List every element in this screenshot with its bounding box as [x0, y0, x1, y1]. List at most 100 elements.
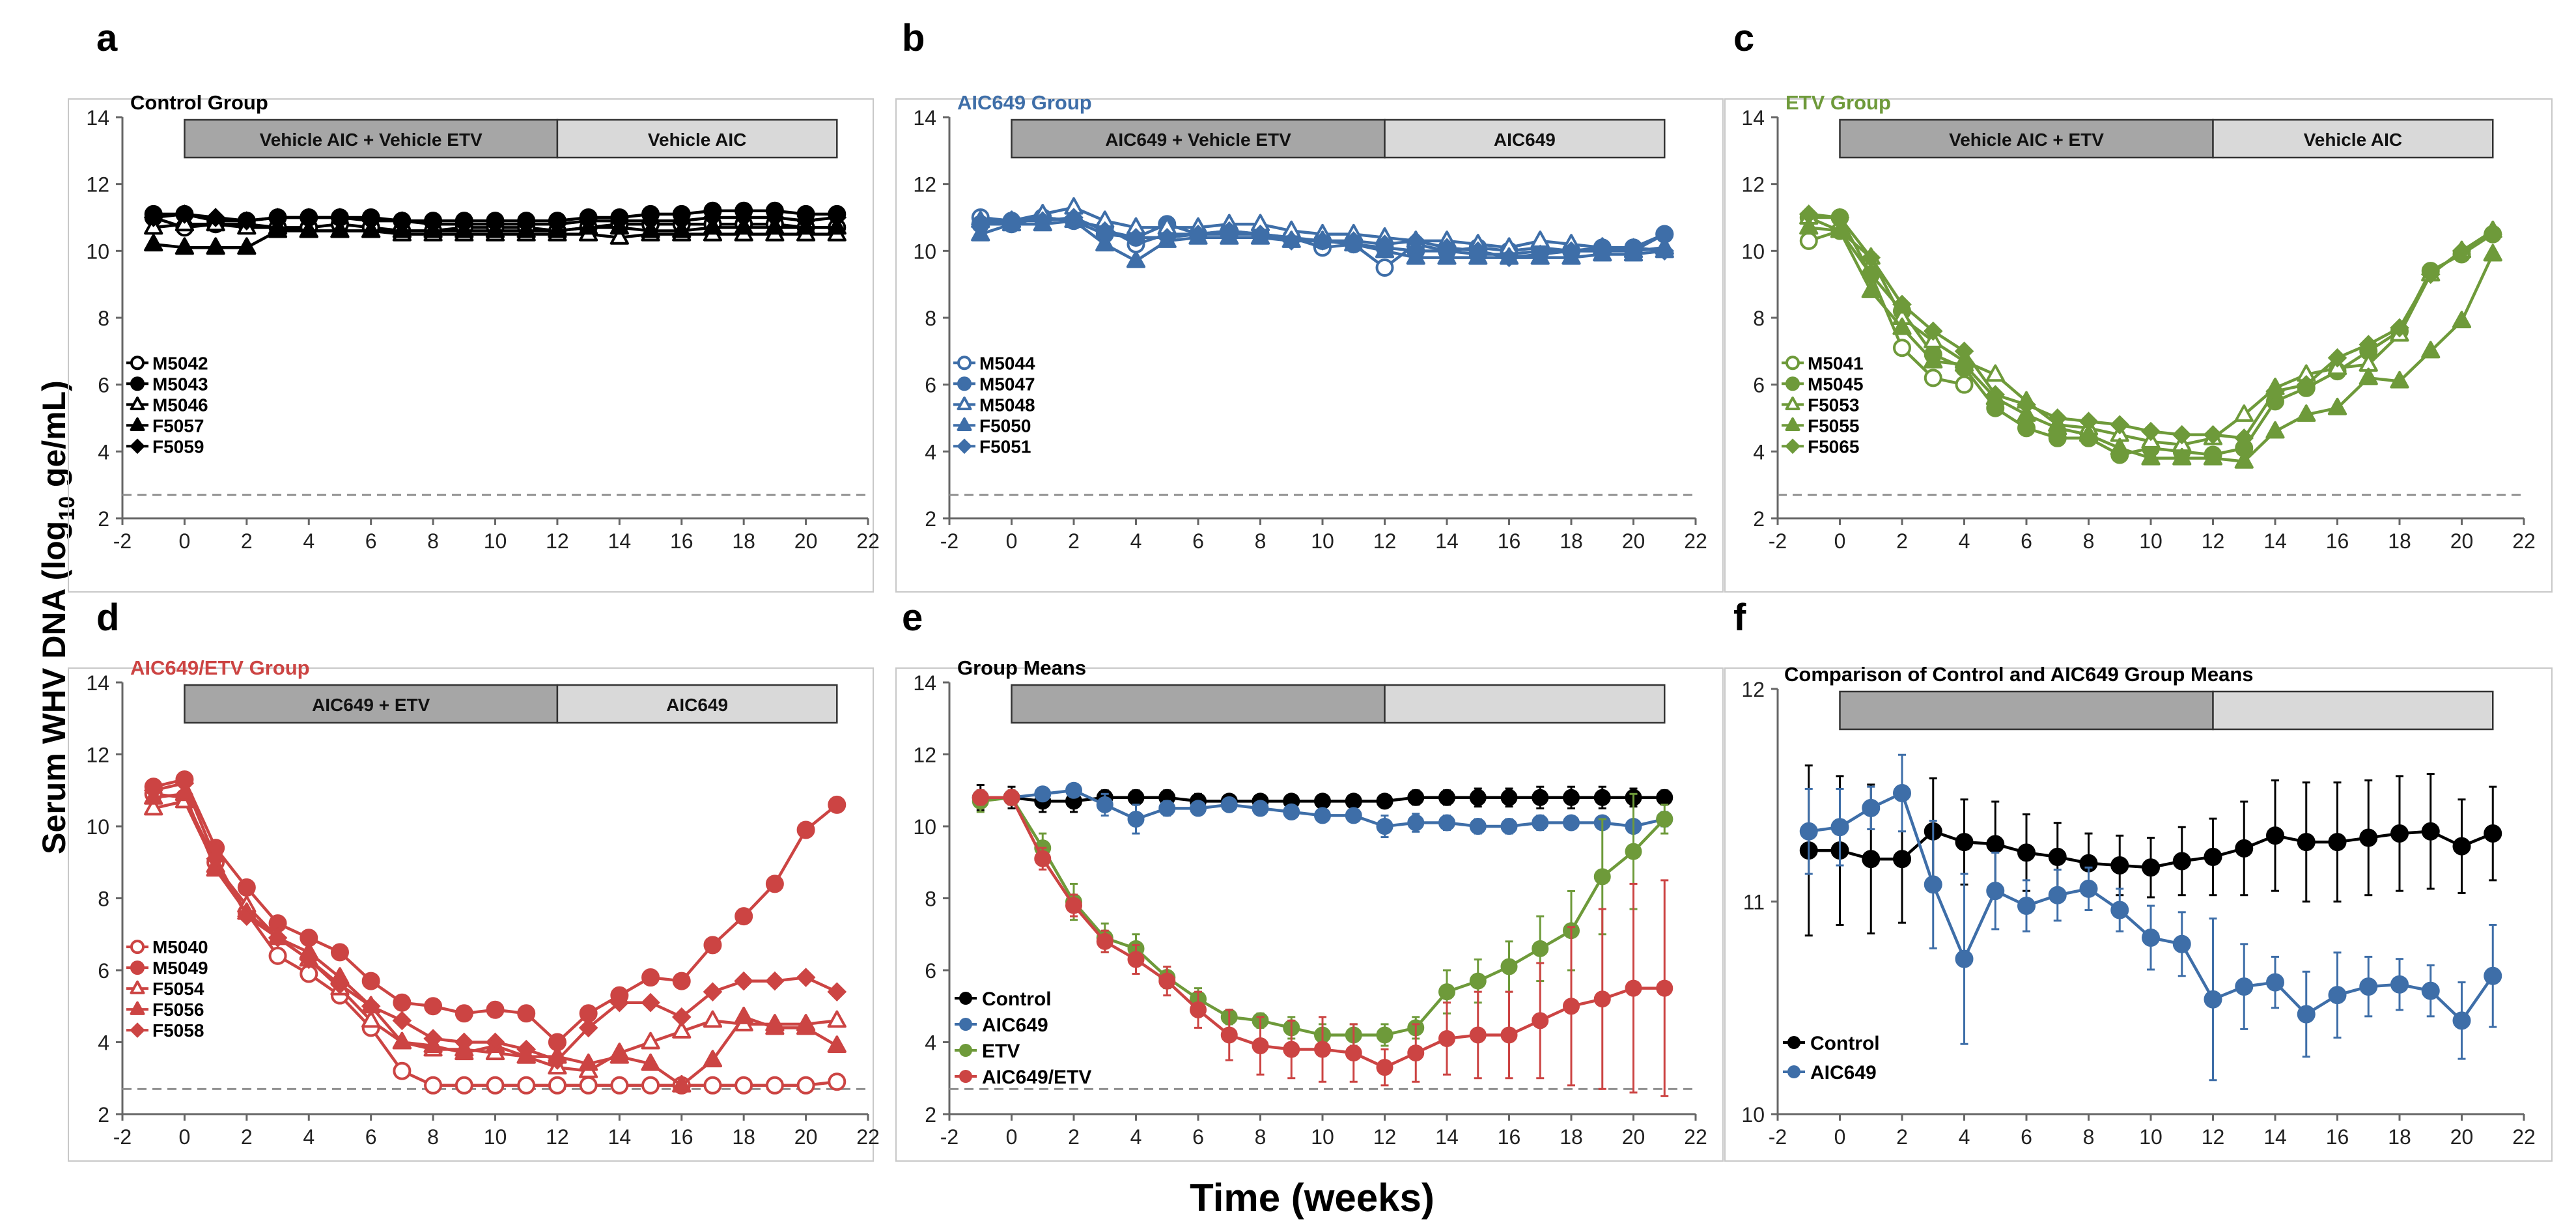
data-point [1985, 385, 2006, 404]
data-point [1799, 231, 1818, 250]
data-point [330, 220, 350, 238]
data-point [1096, 796, 1113, 813]
legend-label: M5044 [979, 353, 1035, 373]
x-tick-label: 2 [1896, 529, 1908, 553]
data-point [2327, 397, 2347, 415]
y-tick-label: 14 [913, 106, 936, 130]
data-point [1190, 800, 1207, 817]
data-point [796, 968, 816, 987]
legend-label: F5051 [979, 436, 1031, 456]
data-point [237, 211, 257, 231]
x-tick-label: 2 [241, 1125, 253, 1149]
y-tick-label: 6 [98, 959, 109, 983]
data-point [672, 1075, 692, 1093]
x-tick-label: 4 [1130, 529, 1142, 553]
data-point [1437, 238, 1457, 258]
data-point [2359, 828, 2378, 847]
x-tick-label: 22 [1684, 529, 1707, 553]
data-point [1438, 814, 1455, 832]
legend-marker [959, 1044, 972, 1057]
x-tick-label: 6 [1192, 1125, 1204, 1149]
data-point [455, 1004, 473, 1023]
data-point [1861, 281, 1881, 298]
data-point [828, 1072, 847, 1091]
data-point [2328, 833, 2347, 852]
data-point [2266, 826, 2284, 845]
y-tick-label: 4 [925, 1031, 936, 1055]
y-tick-label: 14 [913, 671, 936, 695]
y-tick-label: 8 [98, 888, 109, 911]
y-tick-label: 2 [925, 1103, 936, 1127]
data-point [1656, 810, 1673, 828]
treatment-bar-label: AIC649 + Vehicle ETV [1105, 130, 1291, 150]
legend-label: Control [982, 988, 1052, 1010]
legend-label: M5043 [152, 374, 208, 394]
data-point [1985, 364, 2005, 382]
data-point [237, 237, 257, 255]
y-tick-label: 2 [1753, 507, 1765, 531]
legend-marker [959, 1070, 972, 1083]
data-point [765, 971, 785, 991]
data-point [578, 211, 598, 231]
series-line [1808, 216, 2494, 447]
data-point [2203, 425, 2223, 445]
x-tick-label: 0 [1006, 529, 1018, 553]
x-tick-label: -2 [1769, 529, 1787, 553]
data-point [2142, 929, 2160, 947]
data-point [703, 982, 723, 1001]
data-point [1343, 231, 1364, 251]
data-point [1655, 241, 1675, 261]
data-point [516, 1039, 537, 1059]
data-point [2017, 419, 2036, 438]
data-point [703, 936, 722, 955]
treatment-bar-2 [1384, 119, 1666, 159]
legend-label: M5048 [979, 395, 1035, 415]
data-point [703, 208, 723, 227]
data-point [2048, 847, 2067, 866]
data-point [1126, 250, 1146, 268]
legend-label: F5054 [152, 979, 204, 999]
x-tick-label: 20 [1622, 1125, 1645, 1149]
data-point [734, 1007, 753, 1024]
y-tick-label: 4 [925, 440, 936, 464]
data-point [1923, 321, 1943, 341]
data-point [361, 972, 380, 990]
data-point [1656, 789, 1673, 806]
data-point [2017, 395, 2036, 415]
data-point [609, 1046, 629, 1064]
data-point [268, 220, 288, 238]
x-tick-label: 10 [2139, 1125, 2163, 1149]
data-point [1625, 843, 1642, 860]
data-point [1127, 810, 1145, 828]
data-point [2079, 424, 2099, 442]
x-tick-label: 22 [1684, 1125, 1707, 1149]
data-point [1376, 792, 1393, 810]
data-point [485, 1032, 505, 1052]
x-tick-label: 14 [2263, 529, 2287, 553]
data-point [1954, 354, 1974, 372]
data-point [2110, 856, 2129, 875]
x-tick-label: -2 [113, 1125, 132, 1149]
data-point [972, 789, 989, 806]
data-point [486, 1076, 505, 1095]
x-tick-label: 18 [2388, 529, 2411, 553]
y-tick-label: 10 [1741, 240, 1765, 263]
data-point [361, 1010, 381, 1028]
y-tick-label: 12 [1741, 173, 1765, 197]
x-tick-label: 22 [856, 1125, 880, 1149]
data-point [1220, 1026, 1238, 1044]
panel-title: Comparison of Control and AIC649 Group M… [1784, 663, 2254, 686]
data-point [1375, 234, 1395, 254]
data-point [2265, 382, 2285, 401]
data-point [2172, 447, 2192, 466]
data-point [1530, 231, 1550, 248]
data-point [1799, 204, 1819, 224]
data-point [2235, 839, 2254, 858]
data-point [330, 975, 350, 994]
data-point [1862, 850, 1881, 869]
data-point [1157, 227, 1177, 247]
data-point [827, 982, 847, 1001]
data-point [175, 204, 195, 224]
y-tick-label: 10 [86, 240, 109, 263]
data-point [1127, 951, 1145, 968]
